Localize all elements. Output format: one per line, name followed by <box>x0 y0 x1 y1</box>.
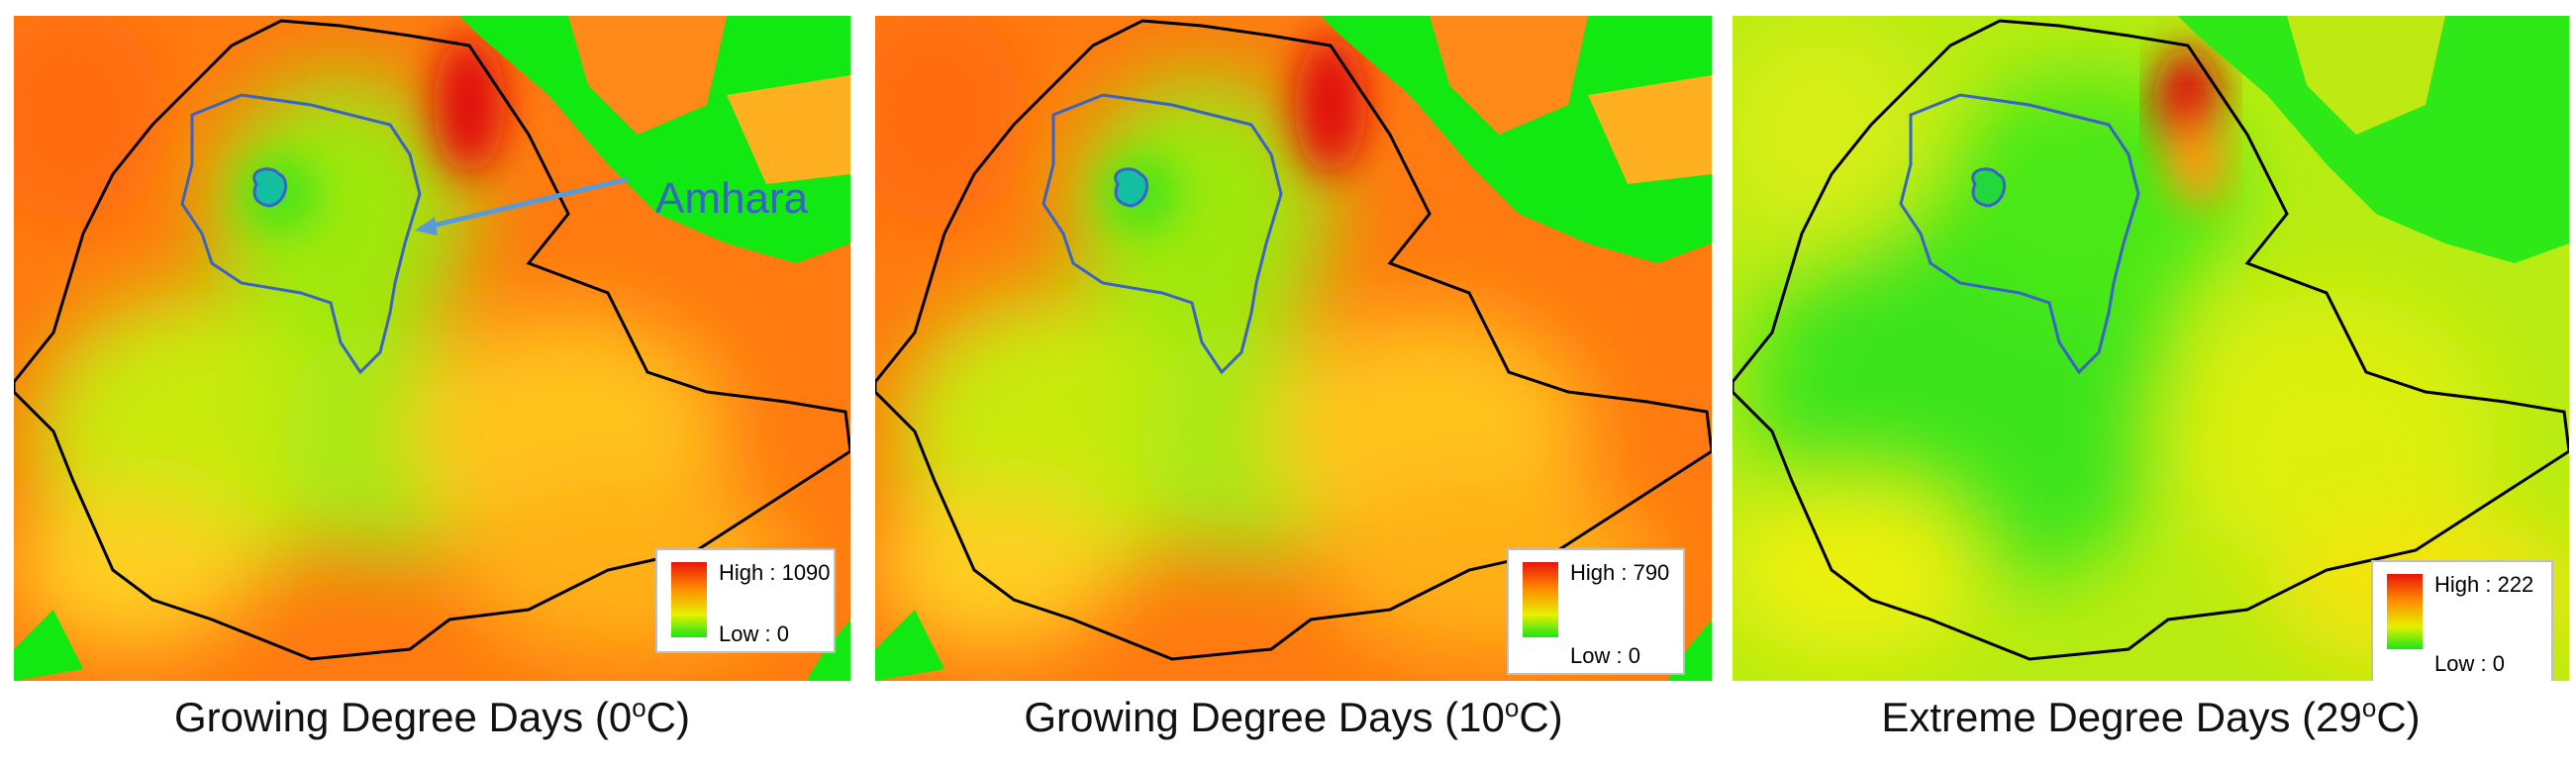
legend-high-label: High : 1090 <box>719 560 831 585</box>
map-panel-gdd10: High : 790 Low : 0 <box>875 16 1712 681</box>
legend-color-ramp <box>671 562 707 637</box>
legend-gdd10: High : 790 Low : 0 <box>1507 548 1685 675</box>
legend-color-ramp <box>2387 574 2423 649</box>
legend-gdd0: High : 1090 Low : 0 <box>655 548 836 653</box>
legend-low-label: Low : 0 <box>719 621 789 646</box>
amhara-label: Amhara <box>655 174 809 223</box>
map-panel-edd29: High : 222 Low : 0 <box>1733 16 2569 681</box>
legend-color-ramp <box>1523 562 1558 637</box>
legend-low-label: Low : 0 <box>2434 651 2505 676</box>
legend-high-label: High : 790 <box>1570 560 1670 585</box>
legend-low-label: Low : 0 <box>1570 643 1640 668</box>
legend-edd29: High : 222 Low : 0 <box>2371 560 2553 681</box>
legend-high-label: High : 222 <box>2434 572 2534 597</box>
caption-gdd0: Growing Degree Days (0oC) <box>174 693 690 740</box>
caption-gdd10: Growing Degree Days (10oC) <box>1024 693 1563 740</box>
caption-edd29: Extreme Degree Days (29oC) <box>1881 693 2421 740</box>
map-panel-gdd0: High : 1090 Low : 0 Amhara <box>14 16 850 681</box>
heatmap-edd29 <box>1733 16 2569 681</box>
